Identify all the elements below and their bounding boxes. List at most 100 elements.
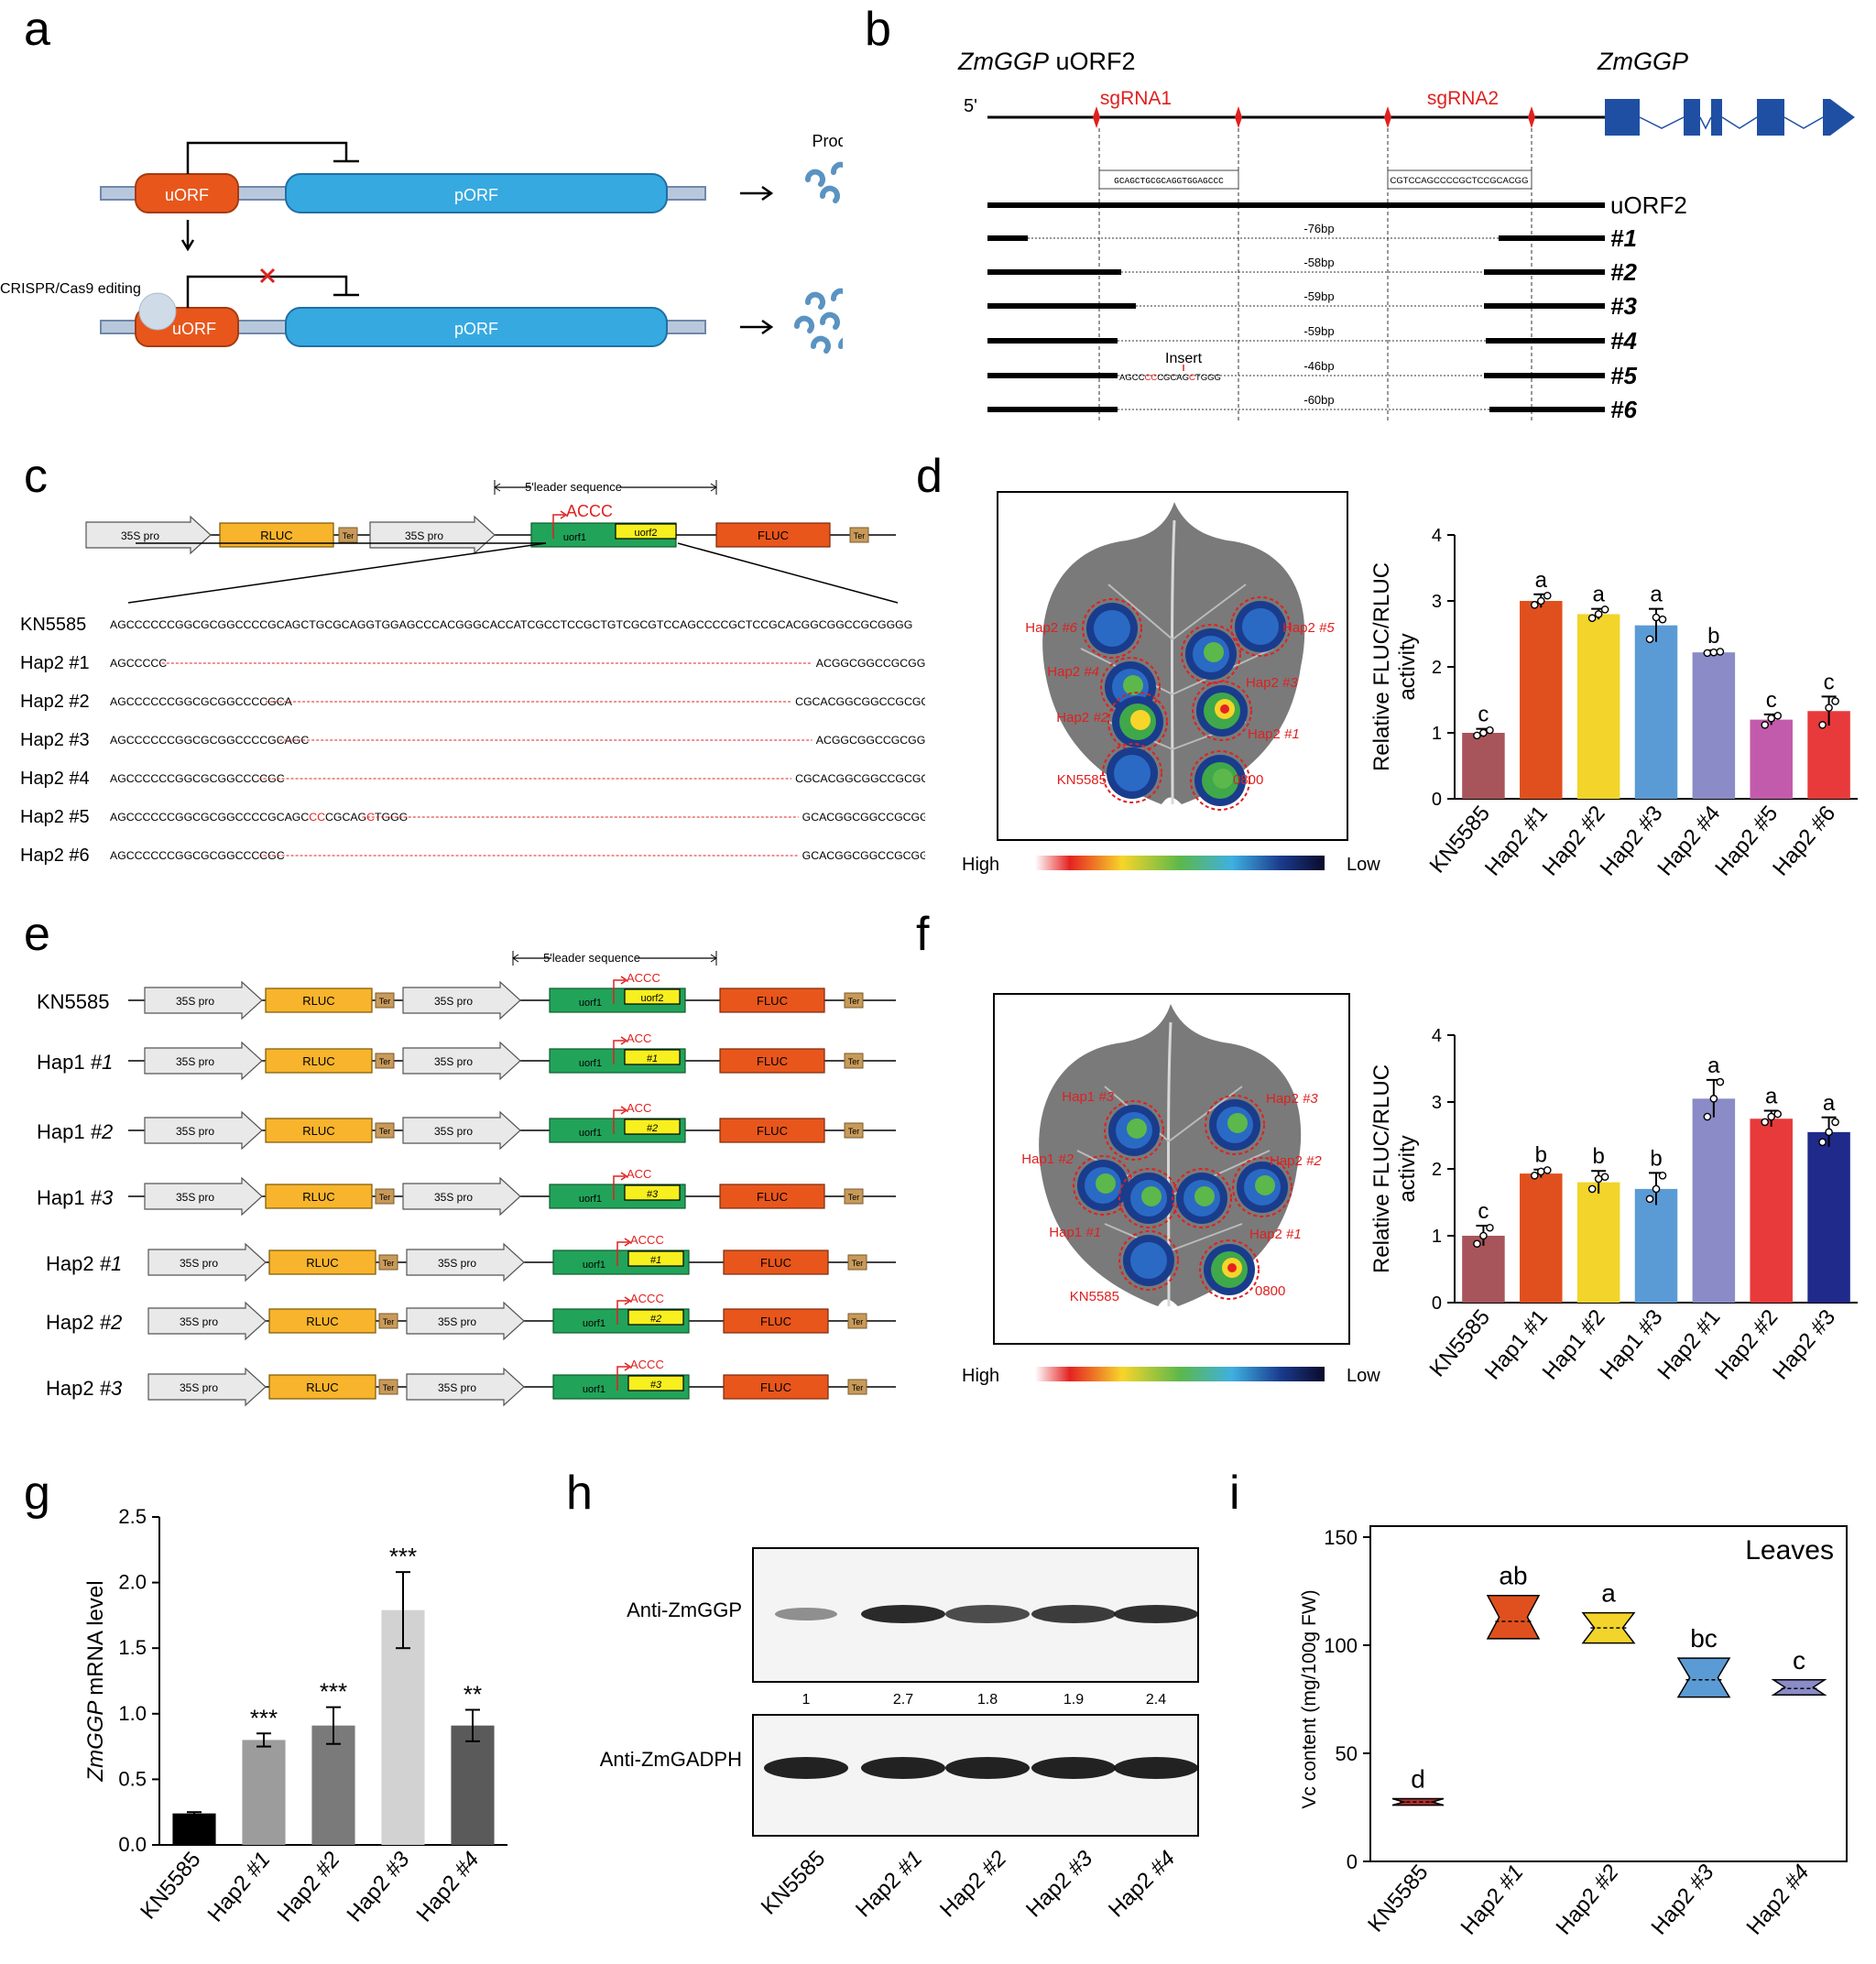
deletion-size: -60bp [1303,393,1334,407]
haplotype-name: Hap2 #1 [20,653,90,673]
allele-label: #4 [1610,327,1637,355]
data-point [1703,1112,1712,1121]
data-point [1600,1173,1609,1182]
uorf2-box [624,988,681,1005]
band-ratio: 2.7 [893,1692,913,1708]
y-tick-label: 1.5 [118,1636,147,1659]
significance-label: c [1478,1199,1489,1224]
y-tick-label: 150 [1324,1526,1358,1549]
rluc-label: RLUC [306,1315,338,1328]
y-axis-label: ZmGGP mRNA level [83,1580,108,1782]
fluc-box [719,1118,825,1143]
protein-icon [794,315,814,333]
y-tick-label: 0 [1432,1293,1442,1314]
rluc-box [265,1184,373,1209]
panel-letter-i: i [1229,1467,1240,1520]
significance-label: a [1650,583,1663,607]
uorf1-label: uorf1 [579,1128,602,1139]
panel-b-diagram: ZmGGP uORF2 ZmGGP 5' sgRNA1 sgRNA2 GCAGC… [957,48,1855,423]
promoter-arrow-icon [402,980,521,1020]
cas9-icon [138,292,177,331]
high-label-f: High [962,1366,999,1386]
data-point [1473,1239,1481,1249]
chart-title: Leaves [1745,1535,1834,1566]
uorf2-box [627,1375,684,1391]
promoter-label: 35S pro [438,1381,476,1394]
gadph-band [1031,1757,1116,1779]
significance-label: a [1823,1091,1836,1116]
terminator-box [849,527,869,543]
promoter-arrow-icon [406,1367,525,1407]
data-point [1486,726,1494,735]
violin [1771,1679,1827,1697]
allele-label: #6 [1610,396,1637,423]
promoter-label: 35S pro [176,1191,214,1204]
block-cross-icon [259,267,276,284]
uorf2-box [624,1118,681,1135]
low-label-f: Low [1347,1366,1380,1386]
terminator-label: Ter [383,1383,395,1392]
x-tick-label: Hap2 #6 [1768,802,1840,881]
violin [1676,1657,1731,1698]
construct-name: Hap2 #1 [46,1252,122,1275]
leaf-sample-label: Hap2 #5 [1282,620,1335,636]
terminator-label: Ter [379,997,391,1006]
panel-h-western: Anti-ZmGGP Anti-ZmGADPH 1 KN5585 2.7 Hap2 #… [600,1547,1199,1922]
data-point [1773,711,1783,720]
color-scale-d: High Low [962,855,1380,875]
x-tick-label: Hap2 #1 [203,1848,276,1927]
rluc-box [265,1118,373,1143]
data-point [1658,615,1667,624]
allele-label: #1 [1610,224,1637,252]
construct-row: Hap2 #3 35S pro RLUC Ter 35S pro uorf1 #3 ACCC F… [46,1358,896,1407]
fluc-box [723,1249,829,1275]
data-point [1536,1167,1545,1176]
leaf-sample-label: Hap2 #4 [1047,664,1099,680]
bar [1634,1188,1678,1303]
terminator-label: Ter [383,1259,395,1268]
terminator-label: Ter [854,531,866,540]
bar [1807,711,1850,799]
y-tick-label: 100 [1324,1634,1358,1657]
fluc-box [715,522,831,548]
rluc-label: RLUC [306,1380,338,1394]
bar [311,1725,355,1845]
gadph-band [945,1757,1030,1779]
violin [1391,1797,1445,1806]
terminator-box [847,1379,867,1395]
promoter-label: 35S pro [438,1315,476,1328]
protein-products-icon [805,161,843,203]
construct-row: KN5585 35S pro RLUC Ter 35S pro uorf1 uorf2 AC… [37,971,896,1020]
uorf2-box [627,1250,684,1267]
y-tick-label: 3 [1432,1093,1442,1113]
y-tick-label: 50 [1336,1742,1358,1765]
y-axis-label: Relative FLUC/RLUCactivity [1369,1064,1420,1273]
bar [1692,1098,1736,1303]
fluc-box [723,1374,829,1400]
panel-letter-b: b [865,3,891,56]
right-sequence: GCACGGCGGCCGCGGGG [802,849,925,862]
terminator-box [375,1188,395,1205]
data-point [1652,613,1661,622]
uorf1-label: uorf1 [579,998,602,1009]
left-sequence: AGCCCCCCGGCGCGGCCCCGCAGCCCCGCAGCTGGG [110,811,408,824]
bar [1750,719,1793,799]
construct-name: KN5585 [37,990,110,1013]
bar [1462,733,1505,799]
panel-letter-e: e [24,908,50,961]
tss-arrow-icon [616,1300,628,1325]
bar [1807,1131,1850,1303]
rluc-box [268,1249,376,1275]
right-sequence: CGCACGGCGGCCGCGGGG [795,772,925,785]
crispr-label: CRISPR/Cas9 editing [0,281,141,297]
terminator-box [847,1313,867,1329]
uorf2-label: #3 [650,1380,662,1391]
tss-label: ACCC [630,1358,664,1371]
promoter-arrow-icon [144,980,263,1020]
haplotype-name: Hap2 #5 [20,807,90,827]
tss-arrow-icon [616,1241,628,1266]
terminator-label: Ter [852,1383,864,1392]
promoter-arrow-icon [144,1176,263,1217]
uorf2-label: uorf2 [634,528,657,539]
